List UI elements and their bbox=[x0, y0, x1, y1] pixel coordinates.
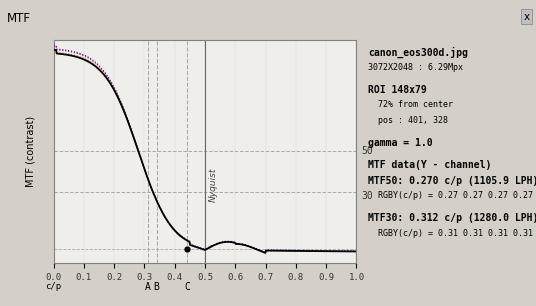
Text: MTF (contrast): MTF (contrast) bbox=[26, 116, 36, 187]
Text: MTF: MTF bbox=[6, 12, 31, 25]
Text: 50: 50 bbox=[361, 147, 373, 156]
Text: ROI 148x79: ROI 148x79 bbox=[368, 85, 427, 95]
Text: 30: 30 bbox=[361, 191, 373, 201]
Text: RGBY(c/p) = 0.27 0.27 0.27 0.27: RGBY(c/p) = 0.27 0.27 0.27 0.27 bbox=[368, 191, 533, 200]
Text: canon_eos300d.jpg: canon_eos300d.jpg bbox=[368, 47, 468, 58]
Text: B: B bbox=[154, 282, 160, 293]
Text: Nyquist: Nyquist bbox=[209, 168, 218, 202]
Text: gamma = 1.0: gamma = 1.0 bbox=[368, 138, 433, 148]
Text: MTF data(Y - channel): MTF data(Y - channel) bbox=[368, 160, 492, 170]
Text: RGBY(c/p) = 0.31 0.31 0.31 0.31: RGBY(c/p) = 0.31 0.31 0.31 0.31 bbox=[368, 229, 533, 237]
Text: 3072X2048 : 6.29Mpx: 3072X2048 : 6.29Mpx bbox=[368, 63, 463, 72]
Text: MTF30: 0.312 c/p (1280.0 LPH): MTF30: 0.312 c/p (1280.0 LPH) bbox=[368, 213, 536, 223]
Text: 72% from center: 72% from center bbox=[368, 100, 453, 109]
Text: c/p: c/p bbox=[46, 282, 62, 291]
Text: x: x bbox=[524, 12, 530, 22]
Text: pos : 401, 328: pos : 401, 328 bbox=[368, 116, 448, 125]
Text: C: C bbox=[184, 282, 190, 293]
Text: MTF50: 0.270 c/p (1105.9 LPH): MTF50: 0.270 c/p (1105.9 LPH) bbox=[368, 176, 536, 185]
Text: A: A bbox=[145, 282, 151, 293]
